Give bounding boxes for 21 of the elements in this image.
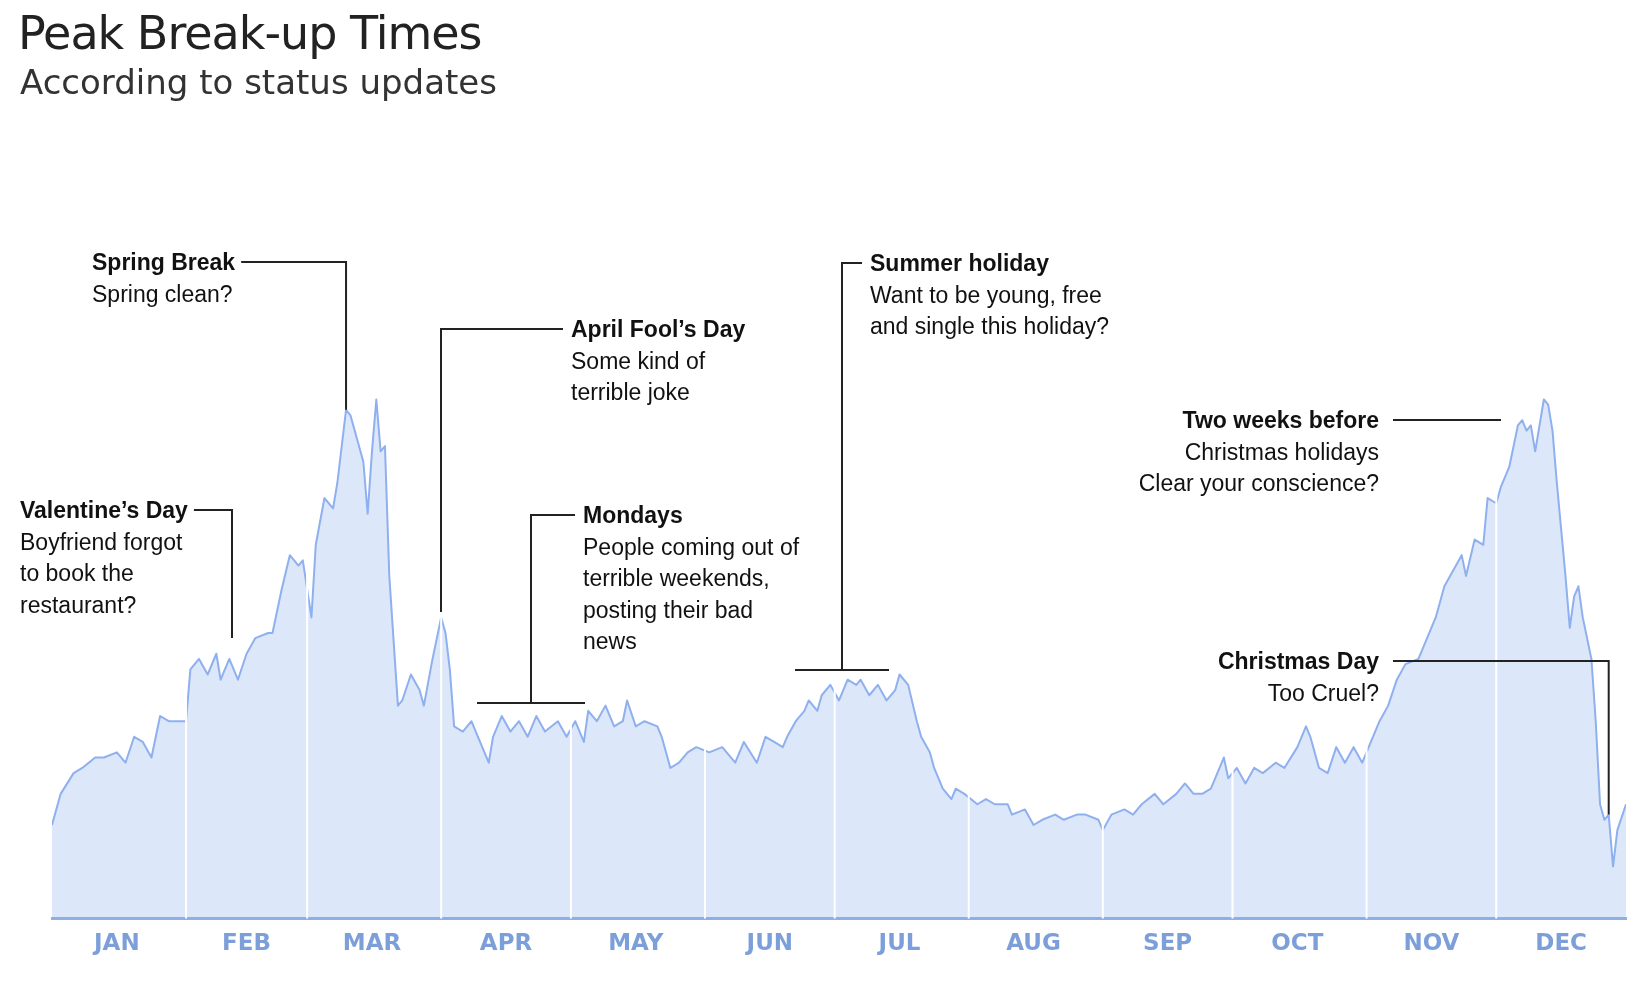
x-tick-label: JUL xyxy=(876,929,921,956)
x-tick-label: OCT xyxy=(1271,929,1324,956)
annotation: Valentine’s Day Boyfriend forgot to book the restaurant? xyxy=(20,497,189,618)
annotation: Mondays People coming out of terrible weekends, posting their bad news xyxy=(583,502,800,654)
x-tick-label: JAN xyxy=(92,929,140,956)
annotation: April Fool’s Day Some kind of terrible joke xyxy=(571,316,746,405)
x-tick-label: MAR xyxy=(342,929,402,956)
chart-title: Peak Break-up Times xyxy=(18,6,482,60)
x-tick-label: SEP xyxy=(1143,929,1193,956)
x-tick-label: APR xyxy=(479,929,533,956)
x-tick-label: DEC xyxy=(1535,929,1587,956)
chart-subtitle: According to status updates xyxy=(20,62,497,102)
x-tick-label: NOV xyxy=(1403,929,1460,956)
text: Summer holiday Want to be young, free and single this holiday? xyxy=(870,250,1110,339)
x-tick-label: FEB xyxy=(222,929,272,956)
annotation: Christmas Day Too Cruel? xyxy=(1217,648,1380,706)
x-tick-label: MAY xyxy=(608,929,664,956)
x-tick-label: JUN xyxy=(744,929,794,956)
annotation: Spring Break Spring clean? xyxy=(92,249,236,307)
x-tick-label: AUG xyxy=(1006,929,1061,956)
annotation: Two weeks before Christmas holidays Clear your conscience? xyxy=(1138,407,1379,496)
